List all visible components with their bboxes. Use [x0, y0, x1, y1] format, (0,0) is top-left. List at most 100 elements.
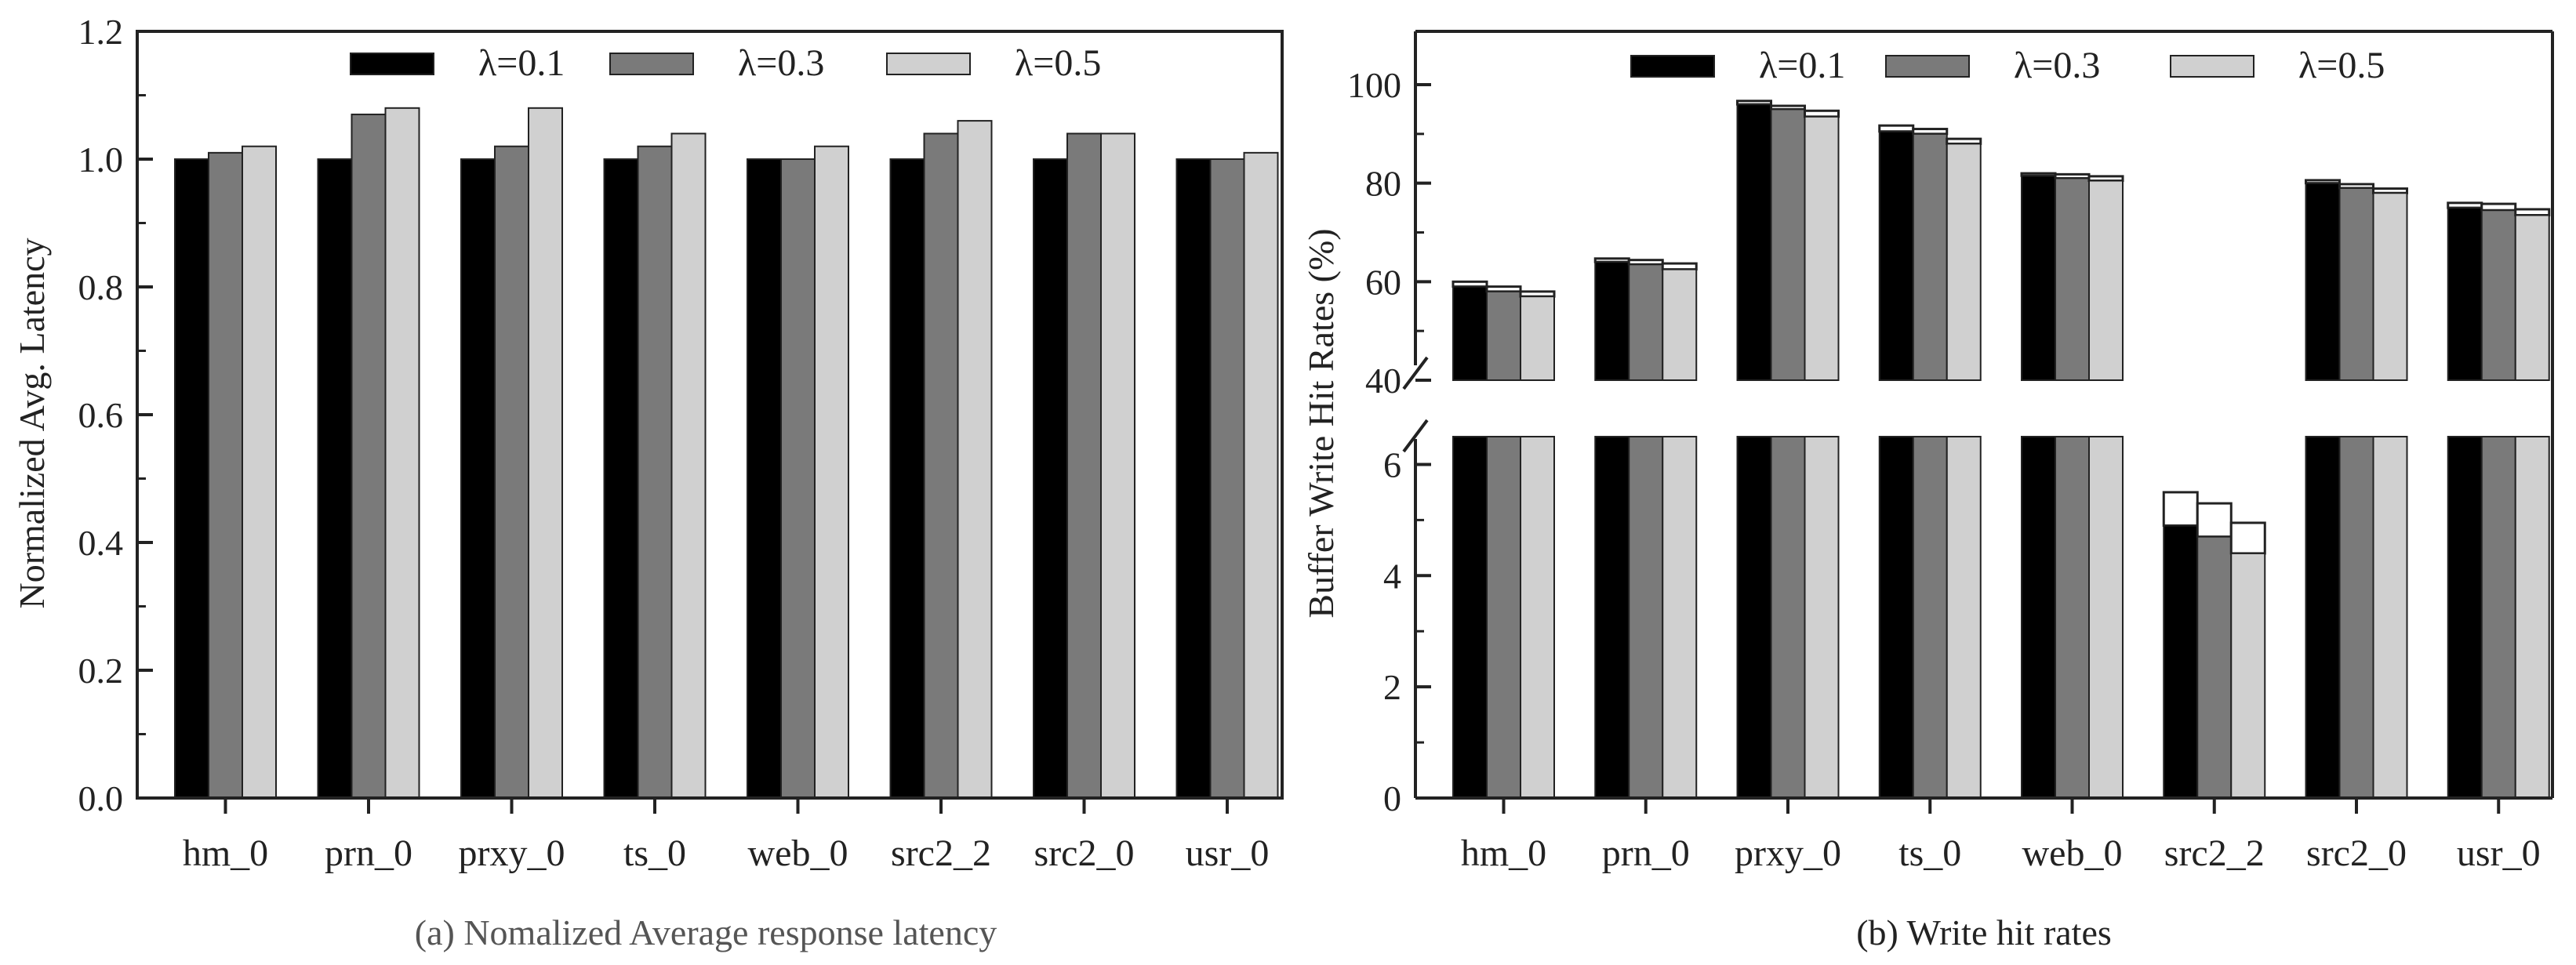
bar-b-upper-prxy_0-s1	[1770, 108, 1806, 382]
xtick-label-b-web_0: web_0	[2022, 833, 2123, 874]
bar-a-web_0-s2	[814, 145, 849, 799]
bar-b-cap-prxy_0-s2	[1804, 109, 1840, 118]
bar-b-upper-usr_0-s2	[2514, 214, 2550, 381]
bar-a-hm_0-s0	[174, 158, 209, 799]
bar-b-src2_2-s0	[2163, 524, 2199, 799]
bar-b-lower-prxy_0-s2	[1804, 436, 1840, 799]
bar-b-lower-prn_0-s1	[1628, 436, 1664, 799]
bar-a-src2_2-s2	[957, 120, 993, 800]
bar-b-cap-src2_2-s1	[2196, 502, 2233, 539]
xtick-label-b-hm_0: hm_0	[1461, 833, 1546, 874]
bar-b-lower-prn_0-s0	[1594, 436, 1630, 799]
bar-b-upper-src2_0-s0	[2305, 182, 2341, 381]
bar-b-lower-web_0-s0	[2021, 436, 2056, 799]
xtick-label-b-prxy_0: prxy_0	[1735, 833, 1841, 874]
chart-a: 0.0 0.2 0.4 0.6 0.8 1.0 1.2 hm_0 prn_0 prxy_0 ts_…	[12, 12, 1284, 952]
chart-a-ylabel: Normalized Avg. Latency	[12, 238, 52, 608]
bar-a-src2_2-s1	[923, 132, 959, 799]
bar-b-upper-prn_0-s1	[1628, 263, 1664, 382]
legend-b-label-1: λ=0.3	[2014, 45, 2100, 86]
bar-b-upper-ts_0-s0	[1878, 130, 1914, 381]
bar-a-web_0-s0	[747, 158, 782, 799]
legend-a-label-0: λ=0.1	[478, 42, 565, 84]
chart-b-ylabel: Buffer Write Hit Rates (%)	[1301, 228, 1341, 618]
ytick-label-b-up-1: 60	[1365, 262, 1401, 302]
bar-a-usr_0-s0	[1175, 158, 1212, 799]
bar-b-cap-prn_0-s2	[1661, 262, 1698, 271]
bar-b-lower-src2_0-s2	[2372, 436, 2408, 799]
bar-b-upper-src2_0-s1	[2338, 187, 2374, 381]
bar-b-upper-hm_0-s1	[1486, 290, 1521, 381]
bar-a-src2_2-s0	[889, 158, 925, 799]
ytick-label-a-5: 1.0	[78, 140, 124, 180]
bar-b-upper-web_0-s0	[2021, 175, 2056, 381]
bar-b-lower-prxy_0-s0	[1736, 436, 1772, 799]
bar-b-lower-usr_0-s1	[2480, 436, 2516, 799]
chart-b-caption: (b) Write hit rates	[1856, 912, 2112, 952]
bar-b-lower-src2_0-s1	[2338, 436, 2374, 799]
bar-a-prn_0-s0	[317, 158, 353, 799]
ytick-label-b-low-2: 4	[1383, 556, 1401, 596]
bar-b-lower-web_0-s1	[2055, 436, 2090, 799]
xtick-label-a-src2_0: src2_0	[1034, 833, 1135, 874]
bar-b-lower-hm_0-s0	[1452, 436, 1488, 799]
bar-b-lower-usr_0-s2	[2514, 436, 2550, 799]
bar-a-ts_0-s2	[670, 132, 707, 799]
bar-b-lower-usr_0-s0	[2447, 436, 2483, 799]
bar-a-prn_0-s2	[384, 107, 420, 800]
bar-b-upper-prxy_0-s2	[1804, 115, 1840, 381]
xtick-label-a-src2_2: src2_2	[891, 833, 991, 874]
bar-b-lower-src2_0-s0	[2305, 436, 2341, 799]
bar-b-cap-usr_0-s2	[2514, 208, 2551, 217]
chart-a-legend: λ=0.1 λ=0.3 λ=0.5	[350, 42, 1101, 84]
ytick-label-a-1: 0.2	[78, 651, 124, 691]
xtick-label-a-prxy_0: prxy_0	[459, 833, 565, 874]
ytick-label-a-2: 0.4	[78, 523, 124, 563]
xtick-label-a-web_0: web_0	[748, 833, 848, 874]
bar-b-upper-web_0-s1	[2055, 177, 2090, 381]
legend-b-swatch-2	[2170, 55, 2254, 78]
bar-b-cap-src2_2-s0	[2162, 491, 2199, 527]
bar-a-hm_0-s2	[242, 145, 277, 799]
chart-b-x-axis: hm_0 prn_0 prxy_0 ts_0 web_0 src2_2 src2_0 usr_…	[1461, 798, 2541, 874]
chart-a-bars	[174, 107, 1279, 800]
bar-a-prxy_0-s1	[494, 145, 529, 799]
xtick-label-a-ts_0: ts_0	[623, 833, 686, 874]
bar-b-upper-web_0-s2	[2088, 180, 2124, 381]
ytick-label-b-low-1: 2	[1383, 667, 1401, 707]
bar-b-lower-prn_0-s2	[1662, 436, 1698, 799]
bar-b-upper-hm_0-s2	[1520, 296, 1555, 381]
bar-a-prxy_0-s2	[528, 107, 563, 800]
legend-b-swatch-1	[1885, 55, 1970, 78]
bar-b-upper-src2_0-s2	[2372, 192, 2408, 381]
xtick-label-a-usr_0: usr_0	[1186, 833, 1270, 874]
bar-b-src2_2-s2	[2230, 552, 2266, 799]
bar-b-src2_2-s1	[2196, 535, 2233, 800]
legend-b-label-2: λ=0.5	[2298, 45, 2385, 86]
chart-b-legend: λ=0.1 λ=0.3 λ=0.5	[1630, 45, 2385, 86]
bar-b-lower-ts_0-s2	[1946, 436, 1982, 799]
bar-a-src2_0-s1	[1066, 132, 1102, 799]
bar-b-upper-hm_0-s0	[1452, 285, 1488, 381]
bar-a-prxy_0-s0	[460, 158, 496, 799]
bar-a-hm_0-s1	[208, 151, 243, 800]
chart-a-caption: (a) Nomalized Average response latency	[415, 912, 997, 952]
bar-a-ts_0-s0	[603, 158, 639, 799]
xtick-label-b-src2_0: src2_0	[2306, 833, 2407, 874]
bar-b-upper-prxy_0-s0	[1736, 103, 1772, 381]
bar-b-lower-web_0-s2	[2088, 436, 2124, 799]
chart-a-y-axis: 0.0 0.2 0.4 0.6 0.8 1.0 1.2	[78, 12, 153, 818]
xtick-label-b-usr_0: usr_0	[2457, 833, 2541, 874]
legend-b-swatch-0	[1630, 55, 1715, 78]
ytick-label-b-low-0: 0	[1383, 778, 1401, 818]
ytick-label-b-up-2: 80	[1365, 164, 1401, 204]
bar-b-cap-src2_2-s2	[2229, 521, 2266, 555]
legend-b-label-0: λ=0.1	[1759, 45, 1845, 86]
bar-b-lower-ts_0-s0	[1878, 436, 1914, 799]
bar-a-src2_0-s2	[1100, 132, 1135, 799]
legend-a-swatch-1	[609, 53, 694, 75]
chart-b-y-axis: 0 2 4 6 40 60 80 100	[1347, 65, 1431, 818]
bar-a-prn_0-s1	[351, 113, 387, 799]
bar-b-cap-usr_0-s1	[2480, 202, 2517, 212]
